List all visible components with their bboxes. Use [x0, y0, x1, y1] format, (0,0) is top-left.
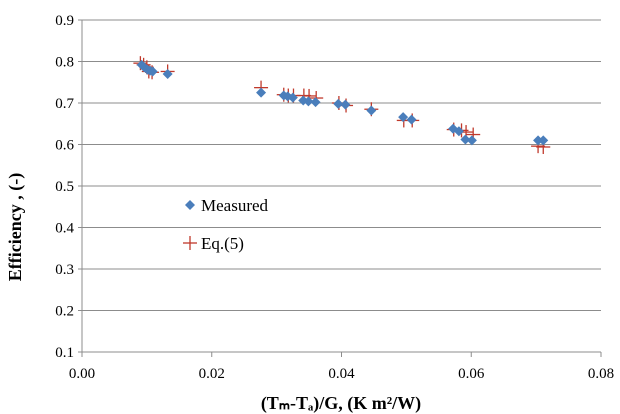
measured-point	[453, 126, 464, 137]
axes	[78, 19, 602, 357]
measured-point	[538, 135, 549, 146]
y-tick-label: 0.2	[55, 304, 74, 320]
y-axis-label: Efficiency , (-)	[5, 173, 26, 281]
x-tick-label: 0.02	[199, 366, 225, 382]
measured-point	[366, 105, 377, 116]
measured-point	[466, 135, 477, 146]
y-tick-label: 0.7	[55, 96, 74, 112]
legend-measured-marker	[185, 200, 195, 210]
legend-eq5-label: Eq.(5)	[201, 234, 244, 253]
measured-point	[340, 99, 351, 110]
x-axis-label: (Tₘ-Tₐ)/G, (K m²/W)	[261, 393, 421, 414]
measured-point	[398, 112, 409, 123]
measured-point	[256, 87, 267, 98]
measured-point	[162, 68, 173, 79]
y-tick-label: 0.9	[55, 13, 74, 29]
measured-point	[147, 66, 158, 77]
gridlines	[82, 19, 601, 311]
measured-point	[533, 135, 544, 146]
measured-point	[333, 98, 344, 109]
measured-point	[287, 92, 298, 103]
y-tick-label: 0.3	[55, 262, 74, 278]
data-points	[133, 56, 551, 154]
legend-measured-label: Measured	[201, 196, 269, 215]
x-tick-label: 0.06	[458, 366, 485, 382]
measured-point	[310, 97, 321, 108]
x-tick-label: 0.08	[588, 366, 614, 382]
y-tick-label: 0.5	[55, 179, 74, 195]
tick-labels: 0.1 0.2 0.3 0.4 0.5 0.6 0.7 0.8 0.9 0.00 0.02 0.04 0…	[55, 13, 614, 382]
measured-point	[460, 134, 471, 145]
x-tick-label: 0.04	[328, 366, 355, 382]
y-tick-label: 0.1	[55, 345, 74, 361]
legend: Measured Eq.(5)	[183, 196, 269, 253]
y-tick-label: 0.6	[55, 138, 74, 154]
measured-point	[406, 114, 417, 125]
y-tick-label: 0.4	[55, 221, 74, 237]
x-tick-label: 0.00	[69, 366, 95, 382]
y-tick-label: 0.8	[55, 55, 74, 71]
measured-point	[303, 96, 314, 107]
legend-eq5-marker	[183, 236, 197, 250]
